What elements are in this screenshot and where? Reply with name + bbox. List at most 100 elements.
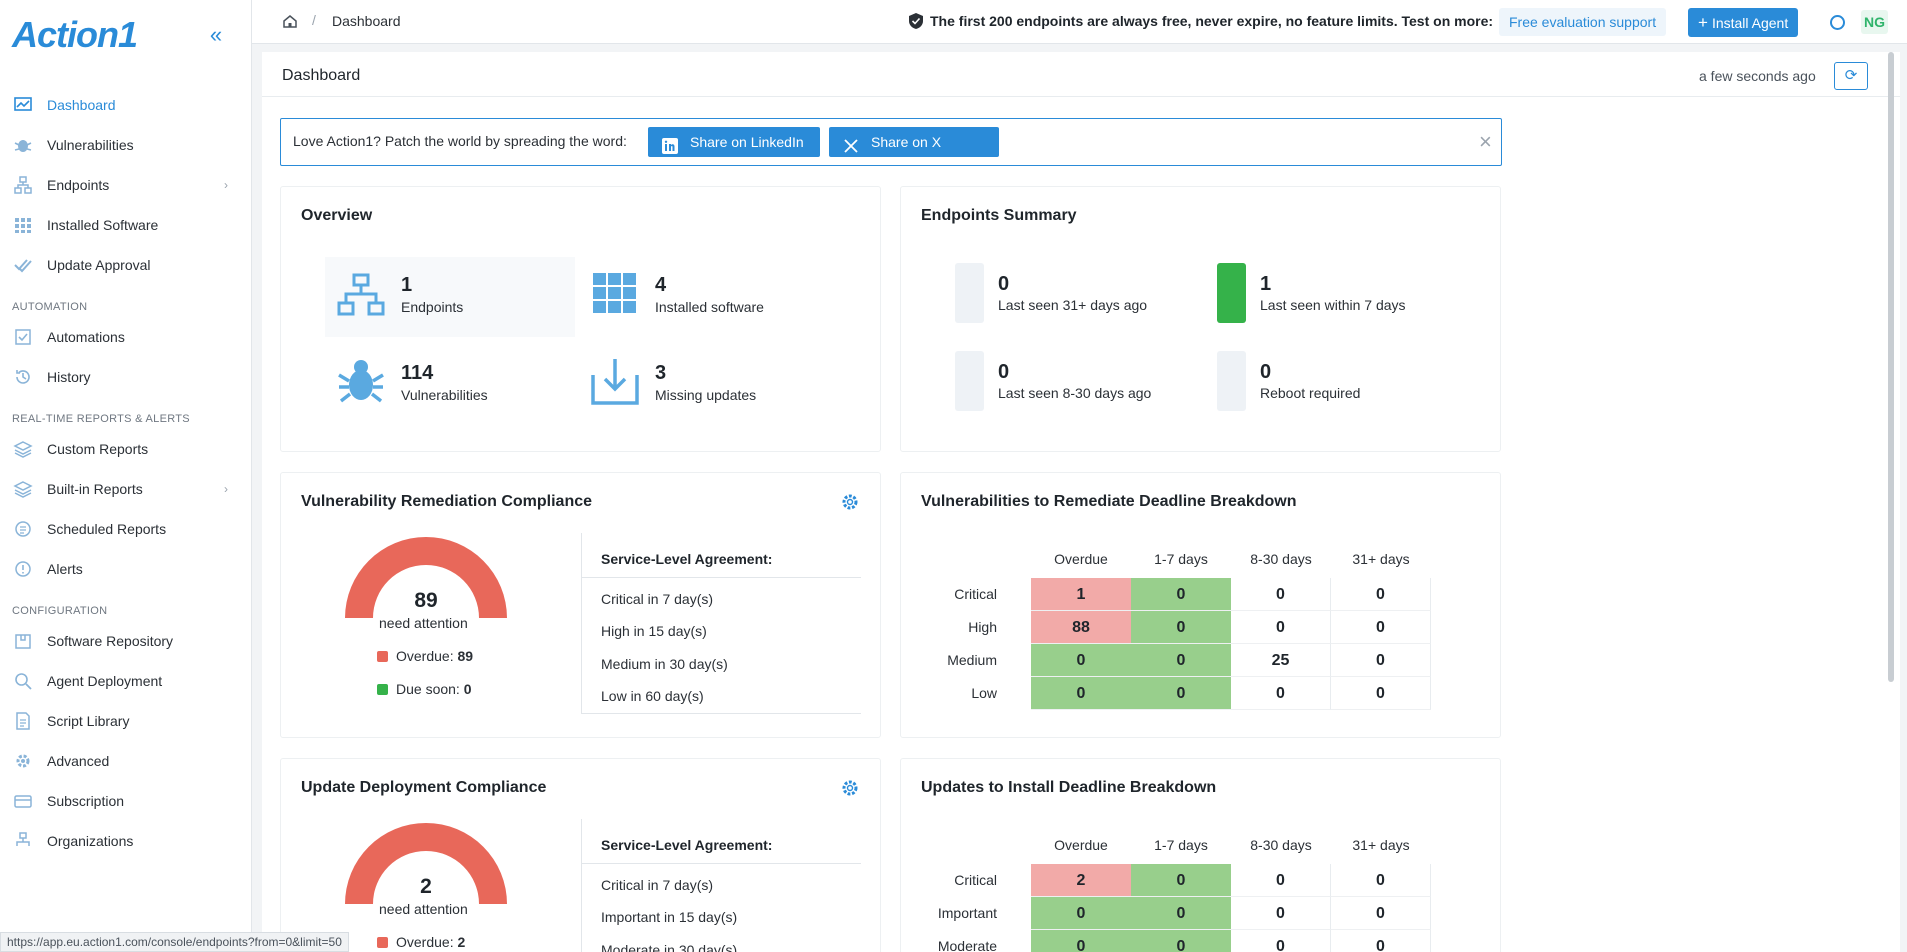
section-reports: REAL-TIME REPORTS & ALERTS — [12, 413, 190, 425]
breadcrumb[interactable]: Dashboard — [332, 13, 401, 29]
sidebar-item-endpoints[interactable]: Endpoints › — [0, 165, 252, 205]
sidebar-item-label: History — [47, 369, 91, 385]
section-automation: AUTOMATION — [12, 301, 88, 313]
refresh-icon: ⟳ — [1844, 67, 1858, 84]
matrix-cell[interactable]: 0 — [1131, 864, 1231, 897]
avatar[interactable]: NG — [1861, 10, 1888, 34]
settings-gear-icon[interactable] — [841, 493, 859, 511]
matrix-cell[interactable]: 0 — [1231, 677, 1331, 710]
status-bar — [1217, 263, 1246, 323]
matrix-cell[interactable]: 0 — [1131, 930, 1231, 952]
install-agent-button[interactable]: + Install Agent — [1688, 8, 1799, 37]
stat-missing-updates[interactable]: 3 Missing updates — [579, 345, 829, 425]
sidebar-item-alerts[interactable]: Alerts — [0, 549, 252, 589]
free-evaluation-support-button[interactable]: Free evaluation support — [1499, 8, 1667, 36]
matrix-cell[interactable]: 0 — [1131, 677, 1231, 710]
matrix-cell[interactable]: 88 — [1031, 611, 1131, 644]
sidebar-item-script-library[interactable]: Script Library — [0, 701, 252, 741]
matrix-cell[interactable]: 0 — [1331, 677, 1431, 710]
card-title: Vulnerabilities to Remediate Deadline Br… — [921, 493, 1297, 510]
sidebar-item-vulnerabilities[interactable]: Vulnerabilities — [0, 125, 252, 165]
stat-last-seen-7[interactable]: 1 Last seen within 7 days — [1217, 263, 1477, 327]
matrix-cell[interactable]: 0 — [1331, 578, 1431, 611]
sidebar-item-installed-software[interactable]: Installed Software — [0, 205, 252, 245]
share-x-button[interactable]: Share on X — [829, 127, 999, 157]
sidebar-item-advanced[interactable]: Advanced — [0, 741, 252, 781]
matrix-cell[interactable]: 0 — [1131, 611, 1231, 644]
main-content: Dashboard a few seconds ago ⟳ Love Actio… — [262, 52, 1900, 952]
row-label: Moderate — [937, 938, 997, 952]
sidebar-item-software-repository[interactable]: Software Repository — [0, 621, 252, 661]
sidebar-item-label: Custom Reports — [47, 441, 149, 457]
stat-endpoints[interactable]: 1 Endpoints — [325, 257, 575, 337]
sidebar-item-built-in-reports[interactable]: Built-in Reports › — [0, 469, 252, 509]
matrix-cell[interactable]: 0 — [1231, 578, 1331, 611]
sidebar-nav: Dashboard Vulnerabilities Endpoints › In… — [0, 85, 252, 861]
matrix-cell[interactable]: 2 — [1031, 864, 1131, 897]
card-title: Overview — [301, 207, 373, 224]
matrix-cell[interactable]: 0 — [1031, 930, 1131, 952]
settings-gear-icon[interactable] — [841, 779, 859, 797]
matrix-cell[interactable]: 0 — [1331, 930, 1431, 952]
matrix-cell[interactable]: 1 — [1031, 578, 1131, 611]
matrix-cell[interactable]: 0 — [1231, 611, 1331, 644]
card-title: Updates to Install Deadline Breakdown — [921, 779, 1217, 796]
action1-logo[interactable]: Action1 — [12, 14, 138, 55]
stat-last-seen-8-30[interactable]: 0 Last seen 8-30 days ago — [955, 351, 1195, 415]
sla-item: Critical in 7 day(s) — [601, 591, 714, 607]
endpoints-count: 1 — [401, 274, 413, 296]
gauge-value: 89 — [414, 589, 438, 612]
refresh-button[interactable]: ⟳ — [1834, 62, 1868, 90]
stat-reboot-required[interactable]: 0 Reboot required — [1217, 351, 1457, 415]
home-icon[interactable] — [282, 13, 298, 29]
sla-item: Medium in 30 day(s) — [601, 656, 728, 672]
update-compliance-card: Update Deployment Compliance 2 need atte… — [280, 758, 881, 952]
sidebar-item-history[interactable]: History — [0, 357, 252, 397]
matrix-cell[interactable]: 0 — [1231, 897, 1331, 930]
status-circle-icon[interactable] — [1830, 15, 1845, 30]
sidebar-item-scheduled-reports[interactable]: Scheduled Reports — [0, 509, 252, 549]
matrix-cell[interactable]: 0 — [1331, 644, 1431, 677]
gauge-value: 2 — [420, 875, 432, 898]
overdue-dot — [377, 651, 388, 662]
sidebar-item-label: Endpoints — [47, 177, 110, 193]
close-icon[interactable]: × — [1479, 129, 1492, 154]
share-banner: Love Action1? Patch the world by spreadi… — [280, 118, 1502, 166]
status-bar — [1217, 351, 1246, 411]
matrix-cell[interactable]: 0 — [1031, 897, 1131, 930]
stat-installed-software[interactable]: 4 Installed software — [579, 257, 829, 337]
matrix-cell[interactable]: 0 — [1231, 864, 1331, 897]
sidebar-item-organizations[interactable]: Organizations — [0, 821, 252, 861]
due-soon-dot — [377, 684, 388, 695]
matrix-cell[interactable]: 0 — [1231, 930, 1331, 952]
stat-last-seen-31[interactable]: 0 Last seen 31+ days ago — [955, 263, 1195, 327]
card-title: Endpoints Summary — [921, 207, 1077, 224]
sidebar-item-custom-reports[interactable]: Custom Reports — [0, 429, 252, 469]
section-configuration: CONFIGURATION — [12, 605, 108, 617]
sidebar-item-automations[interactable]: Automations — [0, 317, 252, 357]
last-refreshed: a few seconds ago — [1699, 68, 1816, 84]
matrix-cell[interactable]: 0 — [1031, 677, 1131, 710]
sidebar-item-update-approval[interactable]: Update Approval — [0, 245, 252, 285]
sidebar-item-subscription[interactable]: Subscription — [0, 781, 252, 821]
share-linkedin-button[interactable]: Share on LinkedIn — [648, 127, 820, 157]
matrix-cell[interactable]: 0 — [1331, 864, 1431, 897]
magnifier-icon — [12, 670, 34, 692]
matrix-cell[interactable]: 0 — [1131, 644, 1231, 677]
matrix-cell[interactable]: 0 — [1131, 578, 1231, 611]
sidebar-item-dashboard[interactable]: Dashboard — [0, 85, 252, 125]
divider — [581, 577, 861, 578]
page-scrollbar[interactable] — [1888, 52, 1894, 682]
legend-overdue: Overdue: 89 — [377, 648, 473, 664]
gauge-arc — [345, 537, 507, 624]
matrix-cell[interactable]: 0 — [1031, 644, 1131, 677]
matrix-cell[interactable]: 0 — [1331, 611, 1431, 644]
matrix-cell[interactable]: 0 — [1331, 897, 1431, 930]
linkedin-icon — [662, 134, 678, 154]
status-bar — [955, 263, 984, 323]
matrix-cell[interactable]: 0 — [1131, 897, 1231, 930]
collapse-sidebar-icon[interactable]: « — [209, 22, 223, 47]
matrix-cell[interactable]: 25 — [1231, 644, 1331, 677]
sidebar-item-agent-deployment[interactable]: Agent Deployment — [0, 661, 252, 701]
stat-vulnerabilities[interactable]: 114 Vulnerabilities — [325, 345, 575, 425]
